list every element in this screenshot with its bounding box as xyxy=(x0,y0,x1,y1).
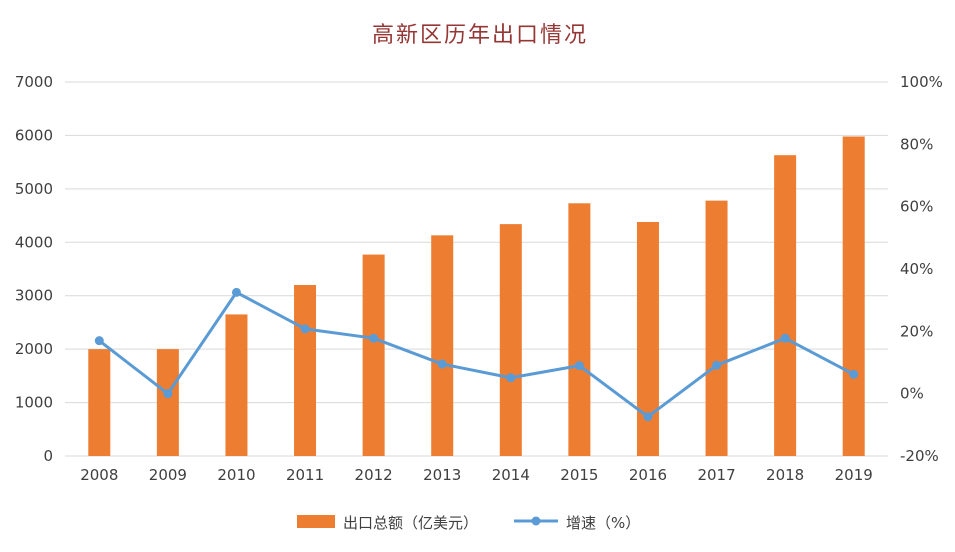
line-marker-2008 xyxy=(94,336,104,346)
left-axis-tick: 5000 xyxy=(15,180,53,198)
bar-2009 xyxy=(156,349,179,456)
x-axis-label: 2018 xyxy=(766,466,804,484)
line-marker-2014 xyxy=(506,373,516,383)
line-marker-2019 xyxy=(849,369,859,379)
bar-2013 xyxy=(431,235,454,456)
line-marker-2018 xyxy=(780,333,790,343)
right-axis-tick: 100% xyxy=(900,73,943,91)
bar-series xyxy=(88,136,865,457)
legend-line-marker-icon xyxy=(531,516,541,526)
x-axis-label: 2012 xyxy=(355,466,393,484)
line-marker-2015 xyxy=(574,361,584,371)
legend-bar-swatch-icon xyxy=(297,515,335,528)
left-axis-tick: 2000 xyxy=(15,340,53,358)
chart-title: 高新区历年出口情况 xyxy=(372,23,588,48)
legend-bar-label: 出口总额（亿美元） xyxy=(343,514,478,532)
x-axis-label: 2011 xyxy=(286,466,324,484)
growth-line xyxy=(97,290,856,419)
line-marker-2010 xyxy=(231,287,241,297)
bar-2008 xyxy=(88,349,111,456)
right-axis-tick: 20% xyxy=(900,322,933,340)
x-axis-label: 2009 xyxy=(149,466,187,484)
bar-2015 xyxy=(568,203,591,456)
line-marker-2012 xyxy=(369,333,379,343)
bar-2012 xyxy=(362,254,385,456)
legend: 出口总额（亿美元） 增速（%） xyxy=(297,514,640,532)
legend-line-label: 增速（%） xyxy=(566,514,640,532)
x-axis-label: 2017 xyxy=(697,466,735,484)
bar-2016 xyxy=(636,221,659,456)
x-axis-label: 2014 xyxy=(492,466,530,484)
bar-2010 xyxy=(225,314,248,456)
bar-2014 xyxy=(499,224,522,456)
line-marker-2016 xyxy=(643,412,653,422)
x-axis-label: 2013 xyxy=(423,466,461,484)
x-axis-label: 2010 xyxy=(217,466,255,484)
gridlines xyxy=(65,81,888,457)
x-axis-label: 2019 xyxy=(835,466,873,484)
left-axis-tick: 3000 xyxy=(15,287,53,305)
right-axis-tick: 40% xyxy=(900,260,933,278)
left-axis-tick: 7000 xyxy=(15,73,53,91)
x-axis-label: 2008 xyxy=(80,466,118,484)
bar-2018 xyxy=(774,155,797,456)
line-marker-2009 xyxy=(163,389,173,399)
line-marker-2013 xyxy=(437,359,447,369)
bar-2017 xyxy=(705,200,728,456)
x-axis-label: 2015 xyxy=(560,466,598,484)
right-axis-tick: 0% xyxy=(900,385,924,403)
bar-2011 xyxy=(294,285,317,456)
line-marker-2011 xyxy=(300,324,310,334)
right-axis-tick: 80% xyxy=(900,135,933,153)
right-axis-tick: -20% xyxy=(900,447,939,465)
left-axis-tick: 6000 xyxy=(15,126,53,144)
axes: 0 1000 2000 3000 4000 5000 6000 7000 -20% 0% 20% 40… xyxy=(15,73,943,484)
left-axis-tick: 0 xyxy=(43,447,53,465)
line-series xyxy=(94,287,859,422)
line-marker-2017 xyxy=(712,360,722,370)
left-axis-tick: 4000 xyxy=(15,233,53,251)
bar-2019 xyxy=(842,136,865,457)
right-axis-tick: 60% xyxy=(900,198,933,216)
left-axis-tick: 1000 xyxy=(15,394,53,412)
x-axis-label: 2016 xyxy=(629,466,667,484)
